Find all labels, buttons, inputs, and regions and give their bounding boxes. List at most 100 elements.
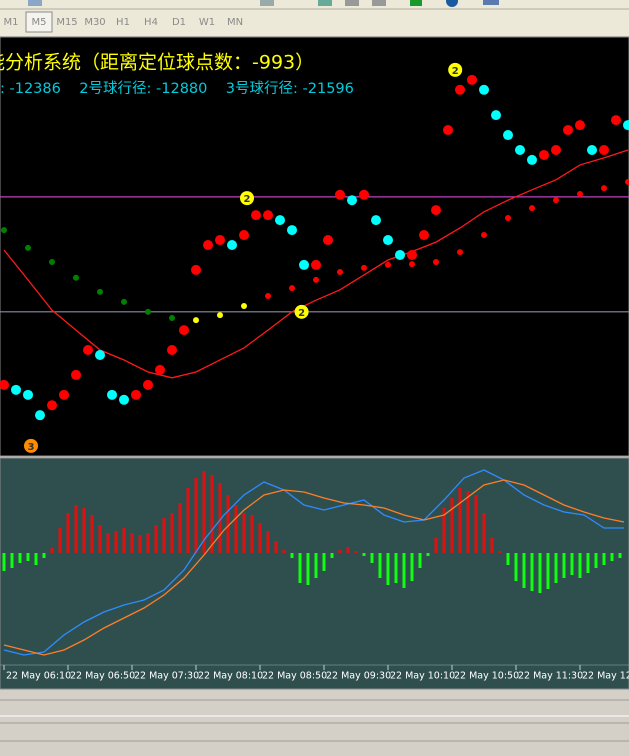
signal-ball [155, 364, 165, 375]
trend-dot [433, 259, 439, 266]
signal-ball [0, 379, 9, 390]
trend-dot [73, 274, 79, 281]
toolbar-icon[interactable] [410, 0, 422, 6]
histogram-bar [234, 505, 238, 553]
signal-ball [467, 74, 477, 85]
timeframe-label[interactable]: H4 [144, 17, 158, 28]
signal-ball [611, 115, 621, 126]
x-tick-label: 22 May 06:10 [6, 671, 71, 682]
timeframe-bar: M1 M5 M15 M30 H1 H4 D1 W1 MN [0, 11, 248, 33]
histogram-bar [314, 553, 318, 578]
histogram-bar [410, 553, 414, 581]
signal-ball [335, 189, 345, 200]
series-line [3, 469, 624, 656]
trend-dot [97, 288, 103, 295]
timeframe-label[interactable]: H1 [116, 17, 130, 28]
histogram-bar [82, 508, 86, 553]
histogram-bar [354, 551, 358, 553]
timeframe-label[interactable]: M1 [4, 17, 19, 28]
signal-ball [503, 130, 513, 141]
signal-ball [263, 210, 273, 221]
toolbar-icon[interactable] [260, 0, 274, 6]
histogram-bar [202, 471, 206, 553]
timeframe-button[interactable] [0, 12, 24, 32]
histogram-bar [362, 553, 366, 556]
toolbar-icon[interactable] [483, 0, 499, 5]
histogram-bar [114, 531, 118, 553]
timeframe-button[interactable] [110, 12, 136, 32]
signal-ball [83, 345, 93, 356]
signal-ball [287, 225, 297, 236]
x-tick-label: 22 May 10:50 [454, 671, 519, 682]
histogram-bar [10, 553, 14, 568]
signal-ball [359, 189, 369, 200]
timeframe-label[interactable]: M5 [32, 17, 47, 28]
histogram-bar [402, 553, 406, 588]
timeframe-button[interactable] [54, 12, 80, 32]
histogram-bar [386, 553, 390, 585]
histogram-bar [210, 475, 214, 553]
signal-ball [587, 144, 597, 155]
trend-dot [289, 285, 295, 292]
histogram-bar [162, 518, 166, 553]
signal-ball [395, 249, 405, 260]
signal-ball [575, 120, 585, 131]
toolbar-icon[interactable] [446, 0, 458, 7]
signal-ball [443, 125, 453, 136]
signal-ball [227, 240, 237, 251]
ball-marker-label: 2 [298, 308, 305, 319]
timeframe-button[interactable] [82, 12, 108, 32]
signal-ball [371, 215, 381, 226]
trend-dot [529, 205, 535, 212]
timeframe-button[interactable] [138, 12, 164, 32]
histogram-bar [490, 538, 494, 553]
histogram-bar [418, 553, 422, 568]
signal-ball [275, 215, 285, 226]
trend-dot [361, 264, 367, 271]
signal-ball [323, 235, 333, 246]
trend-dot [409, 261, 415, 268]
histogram-bar [170, 513, 174, 553]
toolbar-icon[interactable] [372, 0, 386, 6]
histogram-bar [250, 515, 254, 553]
histogram-bar [26, 553, 30, 561]
histogram-bar [290, 553, 294, 558]
histogram-bar [90, 515, 94, 553]
timeframe-button[interactable] [25, 11, 53, 33]
timeframe-button[interactable] [222, 12, 248, 32]
signal-ball [119, 394, 129, 405]
timeframe-label[interactable]: M15 [56, 17, 77, 28]
timeframe-label[interactable]: MN [227, 17, 243, 28]
histogram-bar [226, 495, 230, 553]
timeframe-button[interactable] [166, 12, 192, 32]
signal-ball [95, 349, 105, 360]
signal-ball [347, 195, 357, 206]
x-tick-label: 22 May 12:10 [582, 671, 629, 682]
toolbar-icon[interactable] [345, 0, 359, 6]
histogram-bar [178, 503, 182, 553]
histogram-bar [122, 528, 126, 553]
histogram-bar [562, 553, 566, 578]
toolbar-icon[interactable] [318, 0, 332, 6]
trend-dot [169, 315, 175, 322]
histogram-bar [154, 525, 158, 553]
signal-ball [107, 389, 117, 400]
histogram-bar [146, 533, 150, 553]
signal-ball [455, 84, 465, 95]
timeframe-label[interactable]: W1 [199, 17, 215, 28]
trend-dot [553, 197, 559, 204]
histogram-bar [130, 533, 134, 553]
signal-ball [11, 384, 21, 395]
histogram-bar [482, 513, 486, 553]
trend-dot [49, 259, 55, 266]
timeframe-label[interactable]: D1 [172, 17, 186, 28]
toolbar-icon[interactable] [28, 0, 42, 6]
signal-ball [311, 259, 321, 270]
signal-ball [299, 259, 309, 270]
histogram-bar [578, 553, 582, 578]
trend-dot [313, 276, 319, 283]
timeframe-label[interactable]: M30 [84, 17, 105, 28]
x-tick-label: 22 May 07:30 [134, 671, 199, 682]
timeframe-button[interactable] [194, 12, 220, 32]
histogram-bar [266, 531, 270, 553]
